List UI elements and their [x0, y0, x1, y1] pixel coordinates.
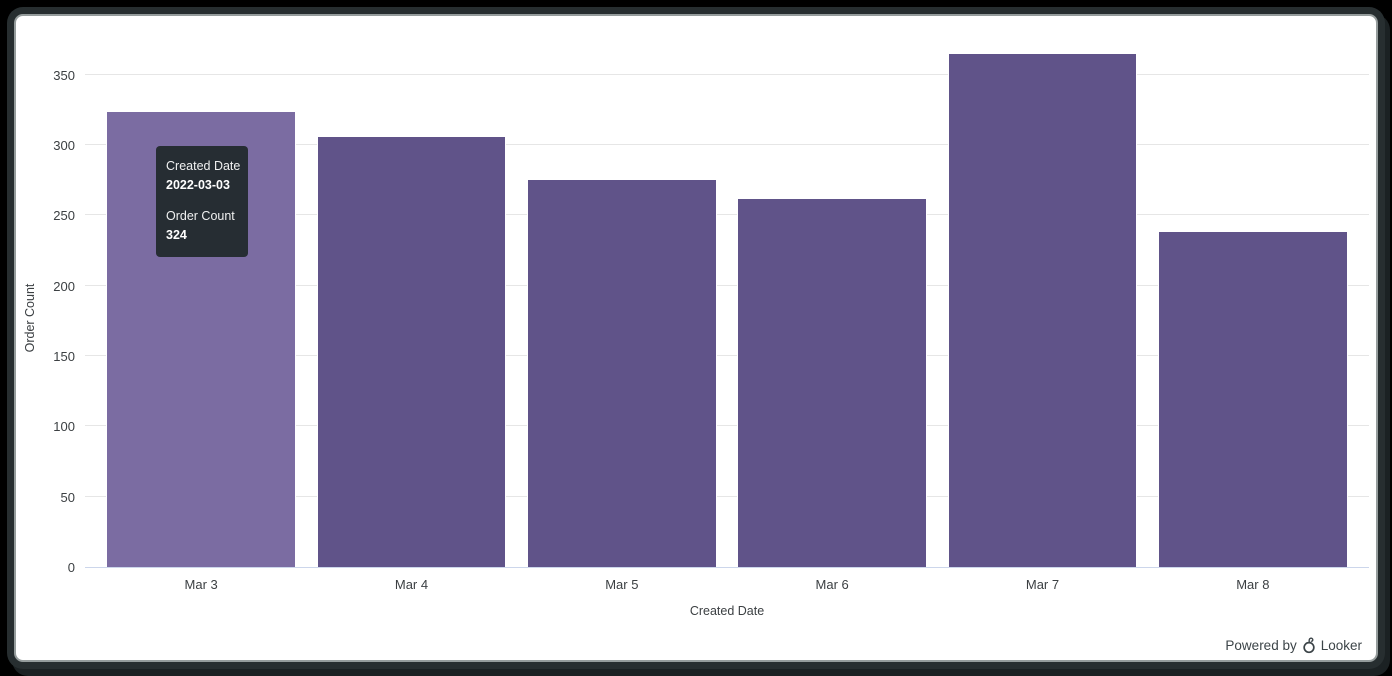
x-axis-title: Created Date	[689, 604, 765, 618]
bar-mar-7[interactable]	[947, 53, 1138, 567]
tooltip-measure-label: Order Count	[166, 209, 235, 223]
gridline-y-50	[85, 495, 1369, 497]
x-tick-label-mar-6: Mar 6	[815, 577, 849, 592]
x-tick-label-mar-7: Mar 7	[1025, 577, 1060, 592]
tooltip-dimension-label: Created Date	[166, 159, 241, 173]
gridline-y-150	[85, 354, 1369, 356]
y-tick-label-0: 0	[67, 560, 75, 575]
plot-area	[85, 16, 1369, 568]
bar-chart: Order Count Mar 3 Mar 4 Mar 5 Mar 6 Mar 7 Mar…	[16, 16, 1376, 660]
bar-slot-mar-6	[727, 16, 937, 567]
chart-tooltip: Created Date 2022-03-03 Order Count 324	[156, 146, 248, 257]
bar-slot-mar-5	[517, 16, 727, 567]
powered-by-looker-link[interactable]: Powered by Looker	[1225, 637, 1362, 654]
bar-mar-5[interactable]	[526, 178, 717, 567]
looker-logo-icon	[1301, 637, 1317, 654]
looker-brand-text: Looker	[1320, 638, 1362, 653]
tooltip-dimension-value: 2022-03-03	[166, 178, 230, 192]
gridline-y-300	[85, 143, 1369, 145]
tooltip-measure-value: 324	[166, 228, 187, 242]
chart-card: Order Count Mar 3 Mar 4 Mar 5 Mar 6 Mar 7 Mar…	[14, 14, 1378, 662]
x-tick-label-mar-3: Mar 3	[184, 577, 218, 592]
x-tick-label-mar-5: Mar 5	[605, 577, 639, 592]
bar-slot-mar-8	[1148, 16, 1358, 567]
gridline-y-100	[85, 425, 1369, 427]
x-tick-label-mar-4: Mar 4	[394, 577, 429, 592]
y-axis-title: Order Count	[23, 283, 37, 353]
powered-by-text: Powered by	[1225, 638, 1297, 653]
y-tick-label-250: 250	[53, 208, 75, 224]
bar-slot-mar-3	[96, 16, 306, 567]
x-axis-labels: Mar 3 Mar 4 Mar 5 Mar 6 Mar 7 Mar 8	[85, 577, 1369, 592]
bar-mar-4[interactable]	[316, 136, 507, 567]
y-tick-label-150: 150	[53, 348, 75, 364]
y-tick-label-50: 50	[60, 489, 75, 505]
gridline-y-200	[85, 284, 1369, 286]
y-tick-label-100: 100	[53, 419, 75, 435]
gridline-y-250	[85, 214, 1369, 216]
y-tick-label-300: 300	[53, 137, 75, 153]
bar-slot-mar-7	[937, 16, 1147, 567]
bar-series	[96, 16, 1358, 567]
bar-mar-8[interactable]	[1157, 230, 1348, 567]
bar-mar-6[interactable]	[737, 198, 928, 567]
x-tick-label-mar-8: Mar 8	[1236, 577, 1270, 592]
tooltip-spacer	[166, 195, 238, 207]
bar-slot-mar-4	[306, 16, 516, 567]
gridline-y-350	[85, 73, 1369, 75]
y-tick-label-200: 200	[53, 278, 75, 294]
y-tick-label-350: 350	[53, 67, 75, 83]
